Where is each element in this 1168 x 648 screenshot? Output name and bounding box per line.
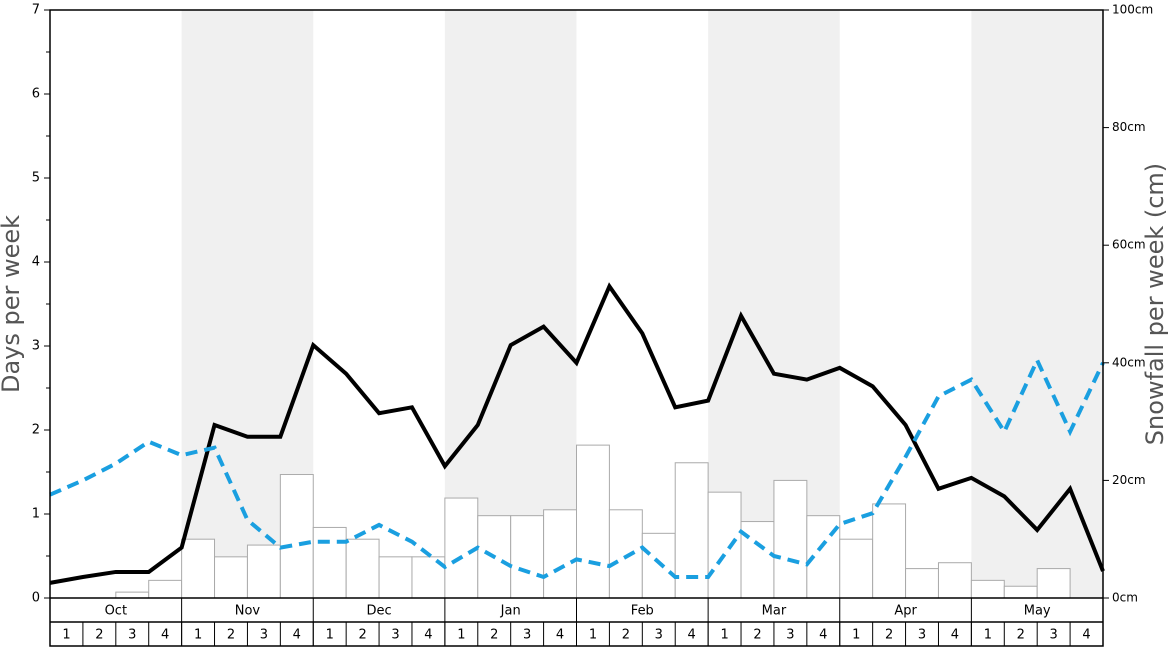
x-tick-label: 2 [358,628,366,643]
y-tick-label: 7 [32,3,40,18]
y-tick-label: 5 [32,171,40,186]
month-label: May [1024,604,1051,619]
bar [312,526,347,599]
x-tick-label: 1 [852,628,860,643]
x-tick-label: 2 [1017,628,1025,643]
x-tick-label: 1 [720,628,728,643]
month-label: Feb [631,604,654,619]
x-tick-label: 2 [622,628,630,643]
bar [543,509,577,599]
line-series [49,282,1105,585]
bar [148,579,183,599]
y-tick-label: 6 [32,87,40,102]
y2-tick-label: 0cm [1112,591,1138,605]
y2-tick-label: 80cm [1112,120,1146,134]
x-tick-label: 3 [128,628,136,643]
month-label: Mar [762,604,787,619]
bar [345,538,380,599]
x-tick-label: 1 [194,628,202,643]
y-tick-label: 4 [32,255,40,270]
month-label: Dec [366,604,391,619]
y-tick-label: 3 [32,339,40,354]
x-tick-label: 3 [523,628,531,643]
x-tick-label: 4 [819,628,827,643]
y2-axis-title: Snowfall per week (cm) [1141,163,1168,445]
x-tick-label: 1 [589,628,597,643]
x-tick-label: 4 [424,628,432,643]
bar [641,532,676,599]
y-tick-label: 1 [32,507,40,522]
x-tick-label: 4 [293,628,301,643]
y2-tick-label: 60cm [1112,238,1146,252]
bar [181,538,216,599]
month-band [971,10,1103,598]
x-tick-label: 4 [161,628,169,643]
bar [970,579,1005,599]
bar [905,568,939,599]
y-tick-label: 0 [32,591,40,606]
x-tick-label: 3 [786,628,794,643]
x-tick-label: 4 [688,628,696,643]
bar [937,562,972,599]
x-tick-label: 2 [753,628,761,643]
bar [608,509,643,599]
bar [1036,568,1071,599]
bar [115,591,150,599]
y2-tick-label: 100cm [1112,3,1153,17]
bar [576,444,610,599]
bar [214,556,248,599]
x-tick-label: 2 [227,628,235,643]
x-tick-label: 4 [951,628,959,643]
x-tick-label: 3 [260,628,268,643]
bar [246,544,281,599]
bar [707,491,742,599]
x-tick-label: 2 [95,628,103,643]
y2-tick-label: 40cm [1112,355,1146,369]
month-label: Apr [894,604,917,619]
y2-tick-label: 20cm [1112,473,1146,487]
bar [279,474,314,599]
x-tick-label: 3 [918,628,926,643]
x-tick-label: 1 [62,628,70,643]
bar [1003,585,1038,599]
x-tick-label: 3 [391,628,399,643]
x-tick-label: 2 [490,628,498,643]
bar [378,556,413,599]
bar [510,515,545,599]
bar [444,497,479,599]
bar [872,503,907,599]
bar [839,538,874,599]
x-tick-label: 2 [885,628,893,643]
x-tick-label: 4 [556,628,564,643]
x-tick-label: 1 [984,628,992,643]
x-tick-label: 1 [326,628,334,643]
month-label: Oct [105,604,127,619]
x-tick-label: 1 [457,628,465,643]
x-tick-label: 3 [655,628,663,643]
line-series [49,355,1105,580]
month-label: Jan [500,604,521,619]
y-tick-label: 2 [32,423,40,438]
y-axis-title: Days per week [0,215,25,393]
bar [773,479,808,599]
month-label: Nov [235,604,261,619]
x-tick-label: 4 [1082,628,1090,643]
x-tick-label: 3 [1050,628,1058,643]
